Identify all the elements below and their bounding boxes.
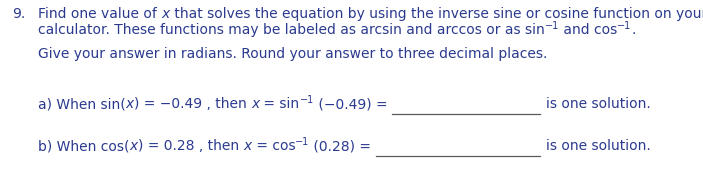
Text: −1: −1	[617, 21, 631, 31]
Text: −1: −1	[299, 95, 314, 105]
Text: Find one value of: Find one value of	[38, 7, 161, 21]
Text: ) = −0.49 , then: ) = −0.49 , then	[134, 97, 251, 111]
Text: x: x	[161, 7, 169, 21]
Text: calculator. These functions may be labeled as arcsin and arccos or as sin: calculator. These functions may be label…	[38, 23, 545, 37]
Text: Give your answer in radians. Round your answer to three decimal places.: Give your answer in radians. Round your …	[38, 47, 548, 61]
Text: is one solution.: is one solution.	[546, 139, 651, 153]
Text: a) When sin(: a) When sin(	[38, 97, 126, 111]
Text: is one solution.: is one solution.	[546, 97, 651, 111]
Text: x: x	[129, 139, 138, 153]
Text: −1: −1	[545, 21, 559, 31]
Text: x: x	[126, 97, 134, 111]
Text: ) = 0.28 , then: ) = 0.28 , then	[138, 139, 243, 153]
Text: (0.28) =: (0.28) =	[309, 139, 375, 153]
Text: = sin: = sin	[259, 97, 299, 111]
Text: (−0.49) =: (−0.49) =	[314, 97, 392, 111]
Text: and cos: and cos	[559, 23, 617, 37]
Text: x: x	[243, 139, 252, 153]
Text: −1: −1	[295, 137, 309, 147]
Text: = cos: = cos	[252, 139, 295, 153]
Text: .: .	[631, 23, 636, 37]
Text: x: x	[251, 97, 259, 111]
Text: 9.: 9.	[12, 7, 25, 21]
Text: b) When cos(: b) When cos(	[38, 139, 129, 153]
Text: that solves the equation by using the inverse sine or cosine function on your: that solves the equation by using the in…	[169, 7, 703, 21]
